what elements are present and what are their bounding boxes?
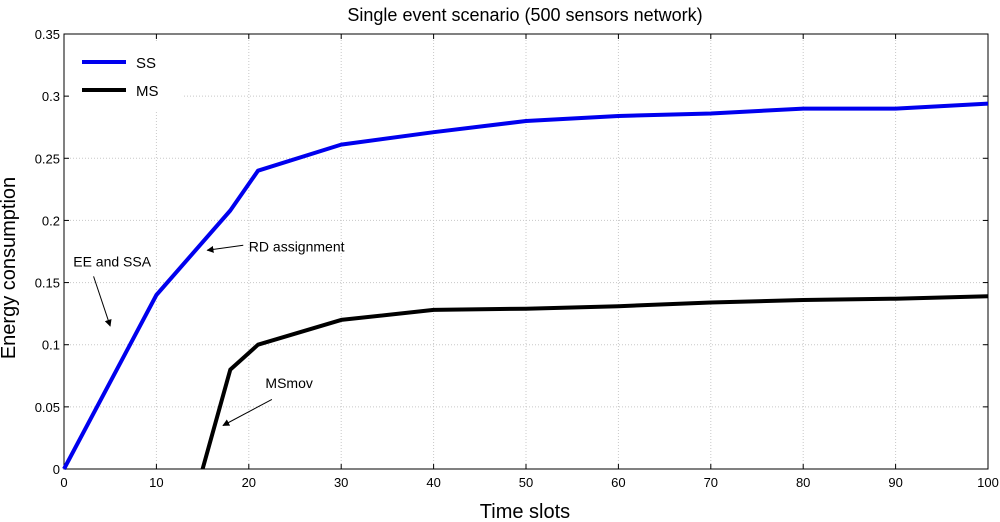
x-axis-title: Time slots (480, 501, 570, 522)
x-tick-label: 100 (977, 475, 999, 490)
annotation-label: RD assignment (249, 239, 345, 255)
x-tick-label: 60 (611, 475, 625, 490)
y-tick-label: 0.15 (35, 276, 60, 291)
y-tick-label: 0.1 (42, 338, 60, 353)
y-tick-label: 0 (53, 462, 60, 477)
x-tick-label: 70 (704, 475, 718, 490)
chart-title: Single event scenario (500 sensors netwo… (347, 5, 702, 25)
x-tick-label: 10 (149, 475, 163, 490)
axis-ticks: 0 10 20 30 40 50 60 70 80 90 100 0 0.05 0.1 0.15 0.2 0.2… (35, 27, 999, 490)
legend: SS MS (70, 42, 184, 112)
y-tick-label: 0.05 (35, 400, 60, 415)
x-tick-label: 30 (334, 475, 348, 490)
y-tick-label: 0.35 (35, 27, 60, 42)
series-line-ss (62, 101, 989, 470)
y-axis-title: Energy consumption (0, 177, 20, 359)
x-tick-label: 90 (888, 475, 902, 490)
annotation-label: MSmov (265, 375, 312, 391)
x-tick-label: 50 (519, 475, 533, 490)
x-tick-label: 80 (796, 475, 810, 490)
annotation-arrow (222, 398, 273, 426)
annotation-arrow (93, 276, 112, 327)
series-line-ms (200, 294, 989, 470)
legend-label-ss: SS (136, 55, 156, 72)
annotation-label: EE and SSA (73, 253, 151, 269)
y-tick-label: 0.25 (35, 151, 60, 166)
series-lines (62, 101, 989, 470)
x-tick-label: 20 (242, 475, 256, 490)
y-tick-label: 0.3 (42, 89, 60, 104)
y-tick-label: 0.2 (42, 213, 60, 228)
grid (64, 34, 988, 469)
legend-box (70, 42, 184, 112)
legend-label-ms: MS (136, 83, 159, 100)
annotations: EE and SSA RD assignment MSmov (73, 239, 345, 426)
x-tick-label: 0 (60, 475, 67, 490)
x-tick-label: 40 (426, 475, 440, 490)
annotation-arrow (206, 244, 244, 253)
